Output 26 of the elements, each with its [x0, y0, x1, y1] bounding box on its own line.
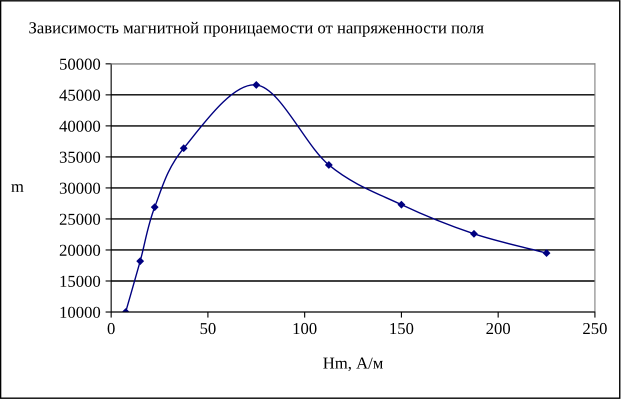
x-tick-label: 0 [108, 322, 115, 334]
y-tick-label: 20000 [60, 244, 100, 256]
point [252, 81, 260, 89]
y-tick-label: 30000 [60, 182, 100, 194]
y-tick-label: 10000 [60, 306, 100, 318]
point [398, 201, 406, 208]
y-tick-label: 25000 [60, 214, 100, 225]
point [470, 230, 478, 238]
y-tick-label: 50000 [60, 58, 100, 70]
point [136, 258, 144, 265]
x-tick-label: 150 [390, 322, 414, 334]
point [542, 249, 550, 257]
x-tick-label: 250 [583, 322, 607, 334]
chart-title: Зависимость магнитной проницаемости от напряженности поля [29, 22, 484, 37]
x-tick-label: 50 [200, 322, 216, 334]
y-tick-label: 35000 [60, 152, 100, 163]
y-tick-label: 40000 [59, 120, 100, 132]
point [151, 204, 158, 211]
point [180, 144, 188, 152]
y-tick-label: 45000 [59, 90, 100, 101]
x-tick-label: 100 [294, 322, 317, 334]
y-axis-title: m [11, 184, 24, 192]
point [325, 161, 332, 169]
y-tick-label: 15000 [60, 276, 100, 287]
x-tick-label: 200 [486, 322, 510, 334]
x-axis-title: Hm, А/м [323, 358, 383, 372]
